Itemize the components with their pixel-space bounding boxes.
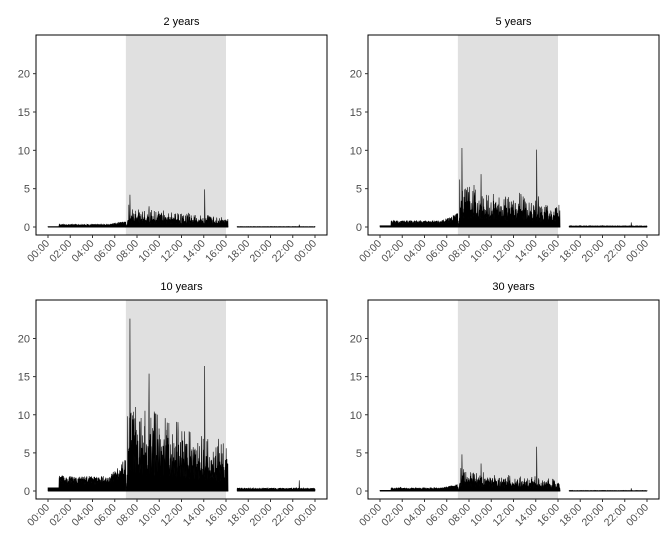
y-tick-label: 0 xyxy=(24,222,30,234)
x-tick-label: 14:00 xyxy=(181,238,208,265)
y-tick-label: 5 xyxy=(24,448,30,460)
x-tick-label: 08:00 xyxy=(446,502,473,529)
x-tick-label: 08:00 xyxy=(114,238,141,265)
x-tick-label: 14:00 xyxy=(513,502,540,529)
x-tick-label: 20:00 xyxy=(580,502,607,529)
x-tick-label: 12:00 xyxy=(491,502,518,529)
x-tick-label: 02:00 xyxy=(47,502,74,529)
y-tick-label: 20 xyxy=(18,334,30,346)
panel-3: 10 years0510152000:0002:0004:0006:0008:0… xyxy=(18,281,328,529)
y-tick-label: 0 xyxy=(356,222,362,234)
x-tick-label: 14:00 xyxy=(181,502,208,529)
x-tick-label: 20:00 xyxy=(580,238,607,265)
panel-2: 5 years0510152000:0002:0004:0006:0008:00… xyxy=(350,16,660,265)
series-area-segment xyxy=(236,480,316,492)
x-tick-label: 16:00 xyxy=(203,238,230,265)
y-tick-label: 15 xyxy=(18,107,30,119)
series-area-segment xyxy=(47,189,229,228)
x-tick-label: 02:00 xyxy=(379,502,406,529)
x-tick-label: 06:00 xyxy=(92,502,119,529)
y-tick-label: 0 xyxy=(24,486,30,498)
y-tick-label: 5 xyxy=(356,184,362,196)
panel-title: 10 years xyxy=(160,281,203,293)
x-tick-label: 10:00 xyxy=(468,502,495,529)
x-tick-label: 00:00 xyxy=(25,238,52,265)
x-tick-label: 00:00 xyxy=(357,238,384,265)
x-tick-label: 12:00 xyxy=(491,238,518,265)
y-tick-label: 0 xyxy=(356,486,362,498)
y-tick-label: 5 xyxy=(356,448,362,460)
y-tick-label: 10 xyxy=(350,410,362,422)
x-tick-label: 00:00 xyxy=(624,238,651,265)
y-tick-label: 20 xyxy=(18,69,30,81)
y-tick-label: 15 xyxy=(350,107,362,119)
x-tick-label: 00:00 xyxy=(292,238,319,265)
x-tick-label: 16:00 xyxy=(535,238,562,265)
x-tick-label: 12:00 xyxy=(159,502,186,529)
x-tick-label: 04:00 xyxy=(70,238,97,265)
x-tick-label: 18:00 xyxy=(225,238,252,265)
x-tick-label: 16:00 xyxy=(203,502,230,529)
x-tick-label: 18:00 xyxy=(557,502,584,529)
x-tick-label: 14:00 xyxy=(513,238,540,265)
x-tick-label: 04:00 xyxy=(402,502,429,529)
shaded-interval xyxy=(125,35,226,235)
panel-1: 2 years0510152000:0002:0004:0006:0008:00… xyxy=(18,16,328,265)
x-tick-label: 18:00 xyxy=(225,502,252,529)
x-tick-label: 12:00 xyxy=(159,238,186,265)
panel-title: 30 years xyxy=(492,281,535,293)
y-tick-label: 15 xyxy=(350,372,362,384)
x-tick-label: 02:00 xyxy=(379,238,406,265)
x-tick-label: 10:00 xyxy=(468,238,495,265)
x-tick-label: 00:00 xyxy=(292,502,319,529)
y-tick-label: 10 xyxy=(18,410,30,422)
panel-title: 2 years xyxy=(163,16,200,28)
x-tick-label: 04:00 xyxy=(70,502,97,529)
y-tick-label: 10 xyxy=(350,145,362,157)
x-tick-label: 22:00 xyxy=(602,502,629,529)
x-tick-label: 10:00 xyxy=(136,238,163,265)
x-tick-label: 06:00 xyxy=(424,238,451,265)
series-area-segment xyxy=(379,148,561,228)
x-tick-label: 18:00 xyxy=(557,238,584,265)
y-tick-label: 15 xyxy=(18,372,30,384)
panel-4: 30 years0510152000:0002:0004:0006:0008:0… xyxy=(350,281,660,529)
x-tick-label: 22:00 xyxy=(270,502,297,529)
series-area-segment xyxy=(47,318,229,492)
x-tick-label: 06:00 xyxy=(92,238,119,265)
x-tick-label: 22:00 xyxy=(602,238,629,265)
x-tick-label: 20:00 xyxy=(248,238,275,265)
x-tick-label: 08:00 xyxy=(446,238,473,265)
x-tick-label: 02:00 xyxy=(47,238,74,265)
x-tick-label: 22:00 xyxy=(270,238,297,265)
shaded-interval xyxy=(457,300,558,499)
series-area-segment xyxy=(379,446,561,492)
y-tick-label: 5 xyxy=(24,184,30,196)
y-tick-label: 20 xyxy=(350,69,362,81)
panel-title: 5 years xyxy=(495,16,532,28)
x-tick-label: 20:00 xyxy=(248,502,275,529)
x-tick-label: 00:00 xyxy=(624,502,651,529)
x-tick-label: 08:00 xyxy=(114,502,141,529)
series-area-segment xyxy=(568,222,648,228)
y-tick-label: 10 xyxy=(18,145,30,157)
x-tick-label: 10:00 xyxy=(136,502,163,529)
x-tick-label: 06:00 xyxy=(424,502,451,529)
x-tick-label: 00:00 xyxy=(357,502,384,529)
x-tick-label: 04:00 xyxy=(402,238,429,265)
x-tick-label: 16:00 xyxy=(535,502,562,529)
x-tick-label: 00:00 xyxy=(25,502,52,529)
y-tick-label: 20 xyxy=(350,334,362,346)
